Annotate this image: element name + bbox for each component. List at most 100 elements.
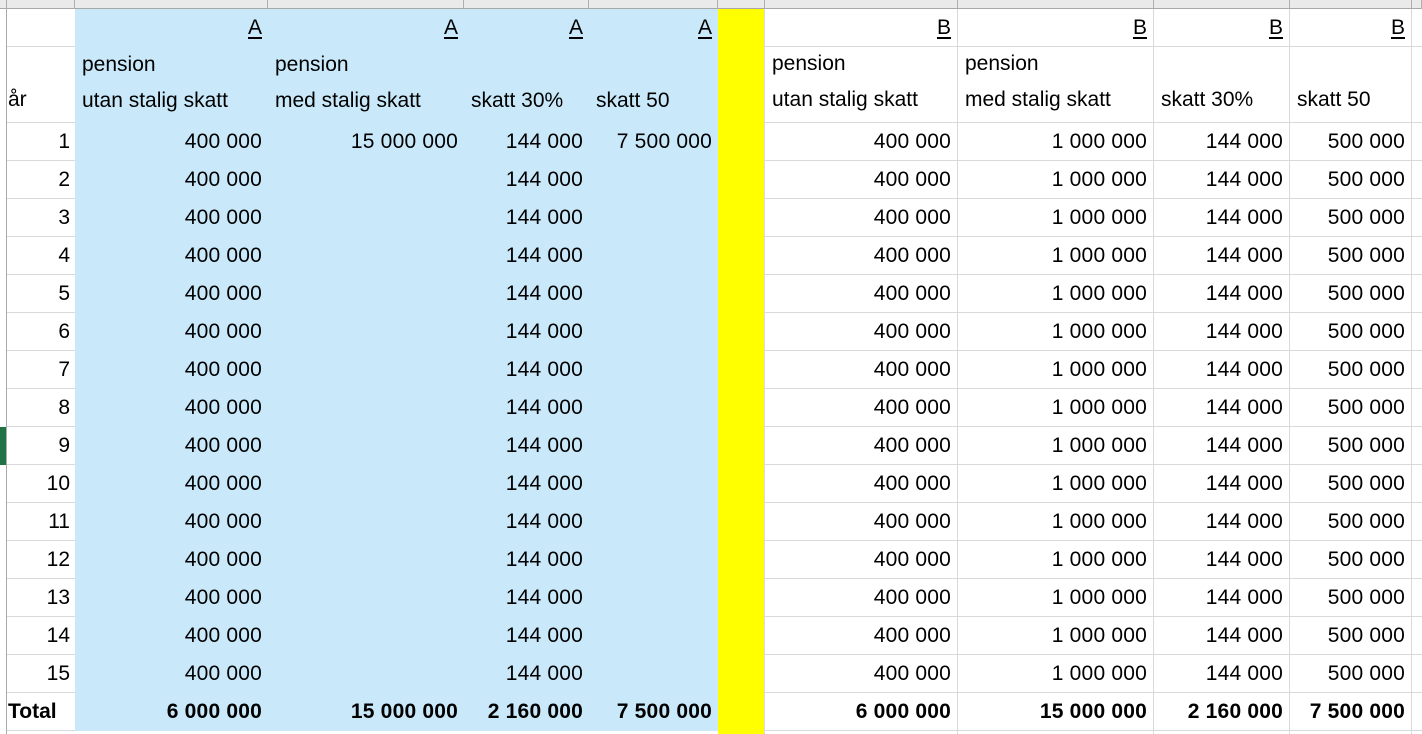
section-b-value-cell[interactable]: 144 000 [1154, 389, 1290, 427]
section-b-value-cell[interactable]: 500 000 [1290, 427, 1412, 465]
section-b-value-cell[interactable]: 500 000 [1290, 617, 1412, 655]
section-a-value-cell[interactable] [589, 427, 718, 465]
partial-row-cell[interactable] [718, 731, 765, 734]
section-b-value-cell[interactable]: 144 000 [1154, 617, 1290, 655]
section-a-value-cell[interactable]: 400 000 [75, 199, 268, 237]
spreadsheet-cell[interactable] [1412, 237, 1422, 275]
column-header-strip-cell[interactable] [958, 0, 1154, 9]
section-a-value-cell[interactable]: 400 000 [75, 123, 268, 161]
total-label-cell[interactable]: Total [0, 693, 75, 731]
section-a-value-cell[interactable] [589, 541, 718, 579]
section-a-value-cell[interactable]: 144 000 [464, 351, 589, 389]
section-a-value-cell[interactable]: 400 000 [75, 503, 268, 541]
partial-row-cell[interactable] [958, 731, 1154, 734]
section-b-value-cell[interactable]: 500 000 [1290, 465, 1412, 503]
separator-cell[interactable] [718, 541, 765, 579]
section-b-value-cell[interactable]: 500 000 [1290, 351, 1412, 389]
section-b-value-cell[interactable]: 1 000 000 [958, 199, 1154, 237]
section-a-value-cell[interactable] [589, 237, 718, 275]
section-a-letter-cell[interactable]: A [589, 9, 718, 47]
section-a-value-cell[interactable] [589, 275, 718, 313]
section-b-value-cell[interactable]: 144 000 [1154, 579, 1290, 617]
separator-cell[interactable] [718, 693, 765, 731]
separator-cell[interactable] [718, 655, 765, 693]
column-header-strip-cell[interactable] [765, 0, 958, 9]
section-b-value-cell[interactable]: 400 000 [765, 579, 958, 617]
spreadsheet-cell[interactable] [1412, 275, 1422, 313]
year-cell[interactable]: 1 [0, 123, 75, 161]
section-a-value-cell[interactable]: 15 000 000 [268, 123, 464, 161]
year-cell[interactable]: 12 [0, 541, 75, 579]
section-b-value-cell[interactable]: 144 000 [1154, 503, 1290, 541]
section-a-value-cell[interactable]: 400 000 [75, 655, 268, 693]
section-b-total-cell[interactable]: 6 000 000 [765, 693, 958, 731]
section-b-value-cell[interactable]: 1 000 000 [958, 503, 1154, 541]
section-b-letter-cell[interactable]: B [1154, 9, 1290, 47]
section-a-value-cell[interactable]: 400 000 [75, 275, 268, 313]
section-a-letter-cell[interactable]: A [464, 9, 589, 47]
spreadsheet-cell[interactable] [1412, 47, 1422, 123]
year-cell[interactable]: 8 [0, 389, 75, 427]
section-b-value-cell[interactable]: 400 000 [765, 161, 958, 199]
section-b-value-cell[interactable]: 144 000 [1154, 541, 1290, 579]
section-b-letter-cell[interactable]: B [1290, 9, 1412, 47]
separator-cell[interactable] [718, 617, 765, 655]
spreadsheet-cell[interactable] [1412, 351, 1422, 389]
year-cell[interactable]: 3 [0, 199, 75, 237]
separator-cell[interactable] [718, 503, 765, 541]
section-b-value-cell[interactable]: 1 000 000 [958, 123, 1154, 161]
section-a-value-cell[interactable]: 144 000 [464, 465, 589, 503]
column-header-strip-cell[interactable] [589, 0, 718, 9]
spreadsheet-cell[interactable] [1412, 655, 1422, 693]
section-a-value-cell[interactable]: 400 000 [75, 541, 268, 579]
spreadsheet-cell[interactable] [1412, 199, 1422, 237]
section-b-value-cell[interactable]: 144 000 [1154, 465, 1290, 503]
section-a-header-cell[interactable]: skatt 30% [464, 47, 589, 123]
section-b-value-cell[interactable]: 400 000 [765, 541, 958, 579]
year-cell[interactable]: 14 [0, 617, 75, 655]
spreadsheet-cell[interactable] [1412, 693, 1422, 731]
section-b-value-cell[interactable]: 144 000 [1154, 199, 1290, 237]
section-a-value-cell[interactable] [268, 275, 464, 313]
year-header-cell[interactable]: år [0, 47, 75, 123]
section-b-value-cell[interactable]: 1 000 000 [958, 541, 1154, 579]
year-cell[interactable]: 7 [0, 351, 75, 389]
section-b-value-cell[interactable]: 1 000 000 [958, 275, 1154, 313]
separator-cell[interactable] [718, 275, 765, 313]
section-a-value-cell[interactable] [268, 541, 464, 579]
section-a-value-cell[interactable]: 400 000 [75, 427, 268, 465]
column-header-strip-cell[interactable] [1412, 0, 1422, 9]
year-cell[interactable]: 5 [0, 275, 75, 313]
year-cell[interactable]: 10 [0, 465, 75, 503]
section-a-value-cell[interactable]: 144 000 [464, 237, 589, 275]
section-a-header-cell[interactable]: pension med stalig skatt [268, 47, 464, 123]
section-b-value-cell[interactable]: 144 000 [1154, 351, 1290, 389]
section-a-value-cell[interactable] [268, 655, 464, 693]
year-cell[interactable]: 13 [0, 579, 75, 617]
section-b-value-cell[interactable]: 400 000 [765, 313, 958, 351]
section-b-value-cell[interactable]: 400 000 [765, 389, 958, 427]
separator-cell[interactable] [718, 47, 765, 123]
section-a-letter-cell[interactable]: A [268, 9, 464, 47]
section-a-value-cell[interactable]: 144 000 [464, 313, 589, 351]
section-a-value-cell[interactable] [589, 617, 718, 655]
separator-cell[interactable] [718, 389, 765, 427]
section-a-value-cell[interactable] [268, 237, 464, 275]
spreadsheet-cell[interactable] [1412, 465, 1422, 503]
section-b-value-cell[interactable]: 500 000 [1290, 655, 1412, 693]
spreadsheet-cell[interactable] [1412, 427, 1422, 465]
section-a-value-cell[interactable]: 144 000 [464, 161, 589, 199]
section-a-value-cell[interactable]: 144 000 [464, 123, 589, 161]
section-a-header-cell[interactable]: skatt 50 [589, 47, 718, 123]
spreadsheet-cell[interactable] [1412, 123, 1422, 161]
section-a-total-cell[interactable]: 6 000 000 [75, 693, 268, 731]
section-a-value-cell[interactable] [268, 465, 464, 503]
section-b-value-cell[interactable]: 1 000 000 [958, 427, 1154, 465]
section-a-value-cell[interactable]: 144 000 [464, 275, 589, 313]
section-b-value-cell[interactable]: 1 000 000 [958, 351, 1154, 389]
section-b-value-cell[interactable]: 400 000 [765, 351, 958, 389]
section-a-value-cell[interactable] [589, 161, 718, 199]
section-a-value-cell[interactable] [589, 351, 718, 389]
section-b-value-cell[interactable]: 144 000 [1154, 655, 1290, 693]
section-a-value-cell[interactable] [589, 579, 718, 617]
